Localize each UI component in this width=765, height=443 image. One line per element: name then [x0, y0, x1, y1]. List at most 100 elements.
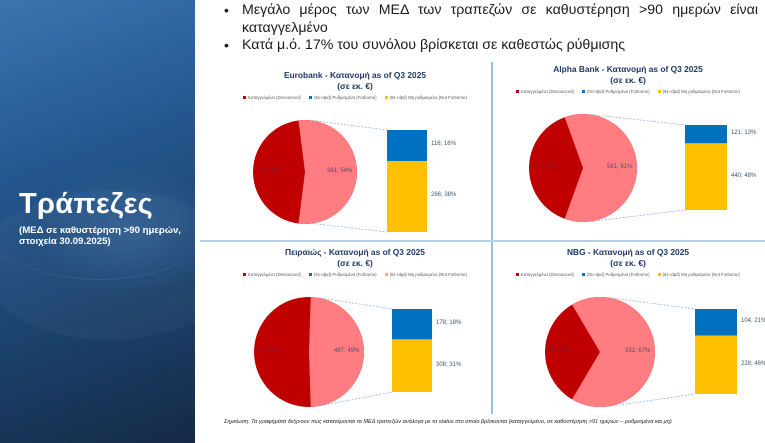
- chart-eurobank: Eurobank - Κατανομή as of Q3 2025 (σε εκ.…: [220, 68, 490, 243]
- bar-segment-not-forborne: [392, 339, 432, 392]
- legend-label: Καταγγελμένα (Denounced): [521, 272, 574, 277]
- bar-segment-forborne: [695, 309, 737, 336]
- legend-item-not-forborne: (91+dpd) Μη ρυθμισμένα (Not Forborne): [657, 272, 740, 277]
- legend-label: Καταγγελμένα (Denounced): [248, 95, 301, 100]
- chart-title: Eurobank - Κατανομή as of Q3 2025 (σε εκ.…: [220, 70, 490, 92]
- connector-line: [608, 297, 696, 310]
- bar-segment-not-forborne: [685, 143, 727, 210]
- legend-label: (91+dpd) Ρυθμισμένα (Forborne): [313, 95, 377, 100]
- connector-line: [312, 223, 388, 233]
- legend-swatch-icon: [308, 96, 312, 99]
- chart-piraeus: Πειραιώς - Κατανομή as of Q3 2025 (σε εκ.…: [220, 245, 490, 420]
- legend-swatch-icon: [657, 273, 661, 276]
- pie-of-bar-chart: [529, 114, 727, 222]
- connector-line: [317, 391, 393, 407]
- chart-subtitle: (σε εκ. €): [610, 258, 646, 268]
- pie-slice-past-due: [564, 114, 637, 222]
- chart-legend: Καταγγελμένα (Denounced) (91+dpd) Ρυθμισμ…: [220, 272, 490, 277]
- connector-line: [312, 120, 388, 131]
- legend-label: (91+dpd) Ρυθμισμένα (Forborne): [586, 89, 650, 94]
- legend-item-not-forborne: (91+dpd) Μη ρυθμισμένα (Not Forborne): [657, 89, 740, 94]
- bullet-item: Μεγάλο μέρος των ΜΕΔ των τραπεζών σε καθ…: [218, 2, 758, 37]
- data-label-not-forborne: 308; 31%: [436, 361, 462, 368]
- data-label-not-forborne: 228; 46%: [741, 360, 765, 367]
- data-label-denounced: 507; 51%: [256, 348, 282, 354]
- bullet-item: Κατά μ.ό. 17% του συνόλου βρίσκεται σε κ…: [218, 37, 758, 55]
- data-label-forborne: 104; 21%: [741, 318, 765, 325]
- legend-label: (91+dpd) Ρυθμισμένα (Forborne): [313, 272, 377, 277]
- legend-item-denounced: Καταγγελμένα (Denounced): [243, 272, 301, 277]
- bar-segment-forborne: [685, 125, 727, 144]
- connector-line: [591, 209, 686, 222]
- vertical-divider: [491, 62, 493, 414]
- legend-swatch-icon: [657, 90, 661, 93]
- chart-title: NBG - Κατανομή as of Q3 2025 (σε εκ. €): [493, 247, 763, 269]
- chart-legend: Καταγγελμένα (Denounced) (91+dpd) Ρυθμισμ…: [493, 89, 763, 94]
- legend-item-not-forborne: (91+dpd) Μη ρυθμισμένα (Not Forborne): [384, 272, 467, 277]
- legend-item-denounced: Καταγγελμένα (Denounced): [516, 272, 574, 277]
- horizontal-divider: [200, 240, 765, 242]
- data-label-denounced: 163; 33%: [547, 348, 573, 354]
- data-label-past-due: 561; 61%: [607, 164, 633, 170]
- pie-of-bar-chart: [253, 120, 427, 233]
- sidebar-panel: Τράπεζες (ΜΕΔ σε καθυστέρηση >90 ημερών,…: [0, 0, 195, 443]
- pie-of-bar-chart: [545, 297, 737, 407]
- data-label-past-due: 331; 67%: [625, 348, 651, 354]
- data-label-past-due: 487; 49%: [334, 348, 360, 354]
- chart-alpha-bank: Alpha Bank - Κατανομή as of Q3 2025 (σε ε…: [493, 62, 763, 237]
- data-label-past-due: 381; 54%: [327, 168, 353, 174]
- bullet-list: Μεγάλο μέρος των ΜΕΔ των τραπεζών σε καθ…: [218, 2, 758, 55]
- connector-line: [608, 393, 696, 407]
- footnote: Σημείωση: Τα γραφήματα δείχνουν πώς κατα…: [224, 419, 672, 425]
- legend-item-forborne: (91+dpd) Ρυθμισμένα (Forborne): [581, 89, 650, 94]
- legend-label: (91+dpd) Μη ρυθμισμένα (Not Forborne): [662, 89, 740, 94]
- data-label-forborne: 121; 13%: [731, 130, 757, 137]
- bar-segment-forborne: [392, 309, 432, 340]
- legend-item-forborne: (91+dpd) Ρυθμισμένα (Forborne): [308, 272, 377, 277]
- legend-swatch-icon: [384, 96, 388, 99]
- legend-swatch-icon: [581, 90, 585, 93]
- legend-label: (91+dpd) Μη ρυθμισμένα (Not Forborne): [662, 272, 740, 277]
- decorative-arc: [0, 40, 195, 280]
- legend-swatch-icon: [516, 90, 520, 93]
- chart-legend: Καταγγελμένα (Denounced) (91+dpd) Ρυθμισμ…: [493, 272, 763, 277]
- connector-line: [317, 297, 393, 310]
- connector-line: [591, 114, 686, 126]
- pie-slice-past-due: [298, 120, 357, 225]
- legend-item-forborne: (91+dpd) Ρυθμισμένα (Forborne): [308, 95, 377, 100]
- legend-label: Καταγγελμένα (Denounced): [521, 89, 574, 94]
- legend-swatch-icon: [384, 273, 388, 276]
- legend-item-denounced: Καταγγελμένα (Denounced): [516, 89, 574, 94]
- chart-title-text: Alpha Bank - Κατανομή as of Q3 2025: [553, 64, 703, 74]
- legend-swatch-icon: [243, 273, 247, 276]
- chart-title: Alpha Bank - Κατανομή as of Q3 2025 (σε ε…: [493, 64, 763, 86]
- chart-subtitle: (σε εκ. €): [337, 81, 373, 91]
- pie-slice-past-due: [572, 297, 655, 407]
- section-title: Τράπεζες: [19, 188, 154, 220]
- legend-label: (91+dpd) Μη ρυθμισμένα (Not Forborne): [389, 272, 467, 277]
- data-label-forborne: 178; 18%: [436, 320, 462, 327]
- data-label-forborne: 116; 16%: [431, 141, 456, 148]
- data-label-not-forborne: 440; 48%: [731, 172, 757, 179]
- chart-title-text: Eurobank - Κατανομή as of Q3 2025: [283, 70, 427, 80]
- legend-label: (91+dpd) Ρυθμισμένα (Forborne): [586, 272, 650, 277]
- chart-title: Πειραιώς - Κατανομή as of Q3 2025 (σε εκ.…: [220, 247, 490, 269]
- legend-swatch-icon: [516, 273, 520, 276]
- section-subtitle: (ΜΕΔ σε καθυστέρηση >90 ημερών, στοιχεία…: [19, 225, 181, 247]
- legend-swatch-icon: [581, 273, 585, 276]
- chart-legend: Καταγγελμένα (Denounced) (91+dpd) Ρυθμισμ…: [220, 95, 490, 100]
- data-label-denounced: 325; 46%: [255, 168, 281, 174]
- chart-nbg: NBG - Κατανομή as of Q3 2025 (σε εκ. €) Κα…: [493, 245, 765, 420]
- data-label-denounced: 359; 39%: [531, 164, 557, 170]
- bar-segment-not-forborne: [387, 160, 427, 232]
- legend-item-not-forborne: (91+dpd) Μη ρυθμισμένα (Not Forborne): [384, 95, 467, 100]
- legend-item-forborne: (91+dpd) Ρυθμισμένα (Forborne): [581, 272, 650, 277]
- bar-segment-forborne: [387, 130, 427, 161]
- legend-item-denounced: Καταγγελμένα (Denounced): [243, 95, 301, 100]
- chart-title-text: Πειραιώς - Κατανομή as of Q3 2025: [285, 247, 425, 257]
- chart-title-text: NBG - Κατανομή as of Q3 2025: [566, 247, 690, 257]
- bar-segment-not-forborne: [695, 335, 737, 394]
- pie-slice-past-due: [309, 297, 364, 407]
- chart-subtitle: (σε εκ. €): [337, 258, 373, 268]
- chart-subtitle: (σε εκ. €): [610, 75, 646, 85]
